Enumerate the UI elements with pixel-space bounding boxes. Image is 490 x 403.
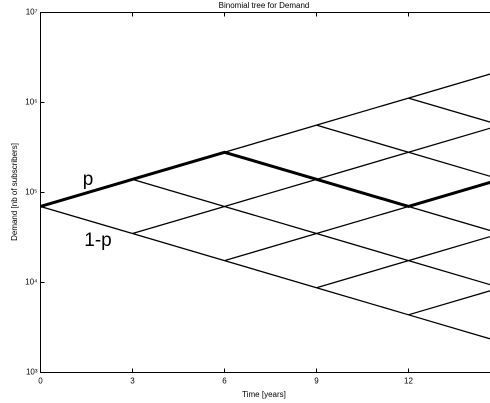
tree-edge — [316, 205, 409, 235]
y-tick-label: 10³ — [26, 368, 38, 377]
annotation: p — [83, 169, 94, 190]
tree-edge — [408, 97, 490, 123]
tree-edge — [408, 260, 490, 286]
tree-edge — [40, 205, 133, 235]
y-tick-label: 10⁷ — [26, 8, 38, 17]
y-axis-label: Demand [nb of subscribers] — [10, 143, 19, 241]
tree-edge — [408, 314, 490, 340]
annotation: 1-p — [84, 230, 111, 251]
x-tick-label: 9 — [314, 377, 319, 386]
tree-edge — [224, 205, 317, 235]
x-tick-label: 3 — [130, 377, 135, 386]
tree-edge — [132, 232, 225, 262]
tree-edge — [408, 290, 490, 316]
tree-edge — [224, 124, 317, 153]
x-axis-label: Time [years] — [242, 390, 286, 399]
y-tick-label: 10⁶ — [25, 98, 37, 107]
y-tick-label: 10⁵ — [25, 188, 37, 197]
tree-edge — [224, 232, 317, 262]
tree-edge — [224, 260, 317, 289]
tree-edge — [316, 232, 409, 262]
highlight-path — [40, 150, 490, 209]
tree-edge — [316, 260, 409, 289]
y-tick-label: 10⁴ — [25, 278, 38, 287]
tree-edge — [316, 97, 409, 126]
tree-edge — [408, 127, 490, 153]
x-tick-label: 6 — [222, 377, 227, 386]
chart-title: Binomial tree for Demand — [219, 1, 310, 10]
tree-edge — [132, 205, 225, 235]
x-tick-label: 12 — [404, 377, 413, 386]
tree-edge — [316, 287, 409, 316]
tree-edge — [408, 205, 490, 232]
tree-edge — [132, 178, 225, 208]
tree-edge — [408, 235, 490, 262]
tree-edge — [408, 73, 490, 99]
tree-edge — [224, 178, 317, 208]
tree-edge — [316, 124, 409, 153]
tree-edge — [316, 151, 409, 180]
x-tick-label: 0 — [38, 377, 43, 386]
tree-edge — [408, 151, 490, 177]
